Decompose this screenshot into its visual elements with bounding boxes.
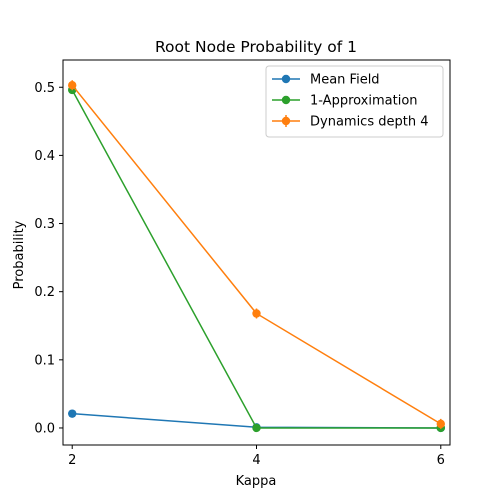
x-tick-label-1: 2 bbox=[68, 453, 76, 468]
series-3-point-2 bbox=[252, 309, 260, 317]
y-tick-label-1: 0.0 bbox=[34, 421, 55, 436]
y-tick-label-2: 0.1 bbox=[34, 353, 55, 368]
legend-label-2: 1-Approximation bbox=[310, 94, 418, 109]
legend-marker-2 bbox=[282, 96, 290, 104]
series-1-point-1 bbox=[68, 409, 76, 417]
legend-marker-1 bbox=[282, 75, 290, 83]
y-tick-label-5: 0.4 bbox=[34, 149, 55, 164]
y-axis-label: Probability bbox=[12, 220, 27, 289]
legend-label-1: Mean Field bbox=[310, 73, 380, 88]
x-tick-label-2: 4 bbox=[252, 453, 260, 468]
chart-title: Root Node Probability of 1 bbox=[155, 38, 357, 56]
x-axis-label: Kappa bbox=[236, 474, 277, 489]
y-tick-label-4: 0.3 bbox=[34, 217, 55, 232]
series-3-point-1 bbox=[68, 81, 76, 89]
legend-label-3: Dynamics depth 4 bbox=[310, 115, 428, 130]
x-tick-label-3: 6 bbox=[437, 453, 445, 468]
legend-marker-3 bbox=[282, 117, 290, 125]
y-tick-label-3: 0.2 bbox=[34, 285, 55, 300]
legend: Mean Field 1-Approximation Dynamics depth … bbox=[266, 66, 443, 137]
series-2-point-2 bbox=[252, 424, 260, 432]
series-3-point-3 bbox=[437, 420, 445, 428]
y-tick-label-6: 0.5 bbox=[34, 81, 55, 96]
